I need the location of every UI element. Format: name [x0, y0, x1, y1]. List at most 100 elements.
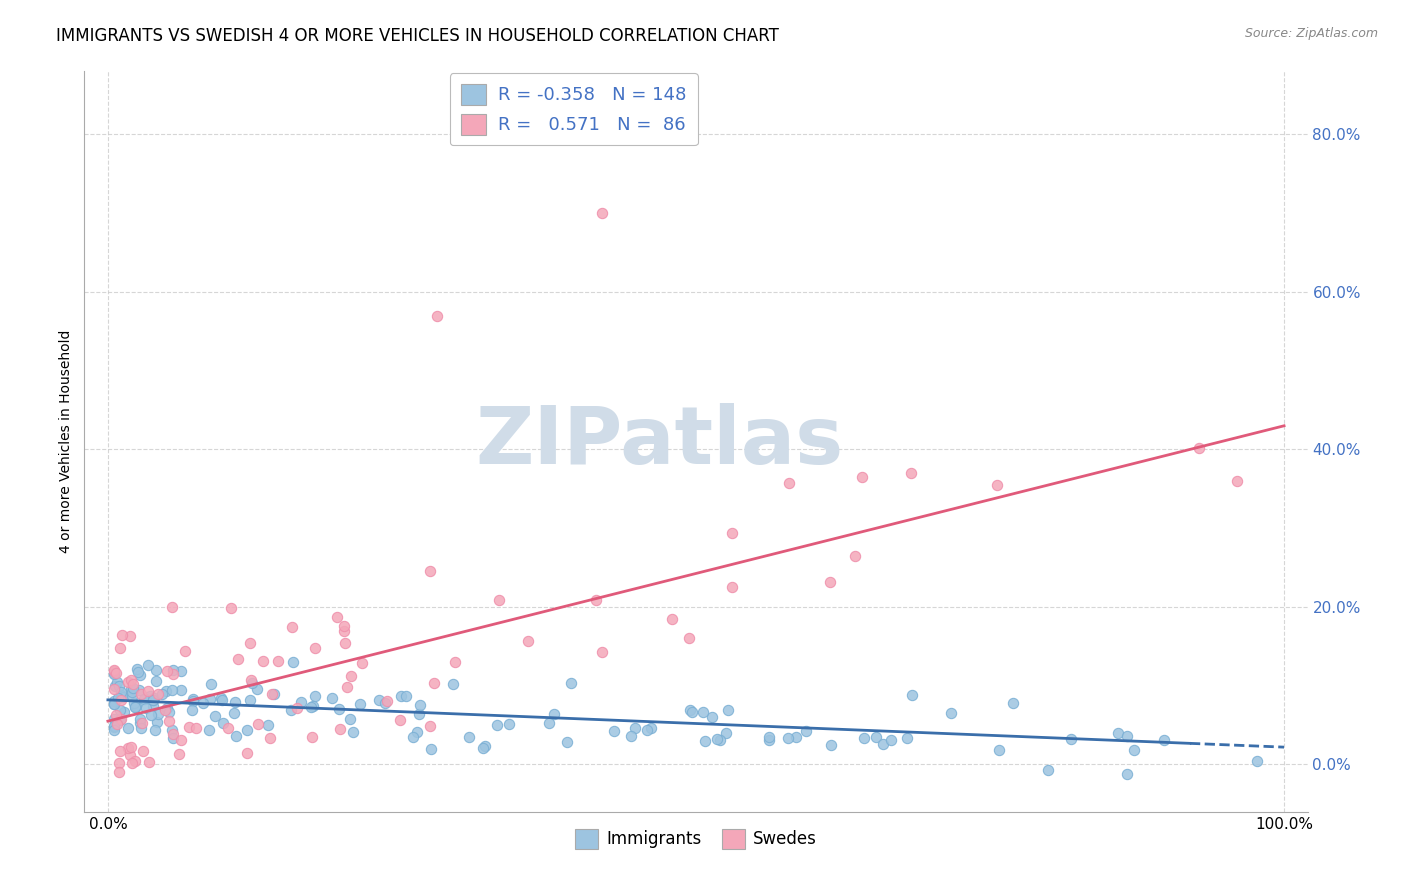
Point	[486, 718, 509, 732]
Point	[103, 693, 125, 707]
Point	[197, 723, 219, 738]
Point	[200, 677, 222, 691]
Point	[321, 691, 343, 706]
Point	[156, 700, 179, 714]
Point	[104, 666, 127, 681]
Point	[132, 692, 155, 706]
Point	[304, 640, 326, 655]
Point	[198, 691, 221, 706]
Point	[342, 725, 364, 739]
Point	[543, 706, 565, 721]
Point	[129, 716, 152, 731]
Point	[706, 731, 728, 746]
Point	[127, 665, 149, 680]
Point	[267, 654, 290, 668]
Point	[472, 741, 495, 756]
Point	[124, 754, 146, 768]
Point	[107, 756, 129, 771]
Point	[131, 744, 153, 758]
Point	[143, 690, 166, 705]
Point	[717, 703, 740, 717]
Point	[700, 710, 723, 724]
Point	[555, 735, 578, 749]
Point	[693, 733, 716, 747]
Point	[1060, 732, 1083, 747]
Point	[121, 756, 143, 770]
Point	[395, 689, 418, 703]
Point	[537, 715, 560, 730]
Point	[180, 703, 202, 717]
Point	[103, 663, 125, 677]
Point	[222, 706, 245, 720]
Point	[240, 676, 263, 690]
Point	[211, 692, 233, 706]
Point	[1115, 729, 1137, 743]
Point	[409, 698, 432, 713]
Point	[420, 742, 443, 756]
Point	[259, 731, 281, 745]
Point	[900, 466, 922, 480]
Point	[145, 674, 167, 689]
Point	[160, 682, 183, 697]
Point	[142, 693, 165, 707]
Point	[778, 476, 800, 491]
Point	[110, 685, 132, 699]
Point	[423, 676, 446, 690]
Point	[136, 658, 159, 673]
Point	[139, 707, 162, 722]
Point	[117, 674, 139, 689]
Point	[339, 712, 361, 726]
Point	[121, 681, 143, 696]
Point	[619, 729, 641, 743]
Point	[122, 697, 145, 711]
Point	[112, 690, 135, 704]
Point	[304, 689, 326, 703]
Point	[352, 656, 374, 670]
Point	[103, 667, 125, 681]
Point	[332, 624, 354, 638]
Point	[110, 692, 132, 706]
Point	[134, 691, 156, 706]
Point	[678, 631, 700, 645]
Point	[1116, 766, 1139, 780]
Point	[283, 655, 305, 669]
Point	[103, 666, 125, 681]
Point	[204, 709, 226, 723]
Point	[136, 684, 159, 698]
Point	[299, 699, 322, 714]
Point	[374, 696, 396, 710]
Point	[125, 699, 148, 714]
Point	[131, 715, 153, 730]
Point	[170, 683, 193, 698]
Point	[517, 633, 540, 648]
Point	[103, 664, 125, 678]
Point	[1123, 743, 1146, 757]
Point	[640, 721, 662, 735]
Text: Source: ZipAtlas.com: Source: ZipAtlas.com	[1244, 27, 1378, 40]
Point	[111, 628, 134, 642]
Point	[405, 724, 427, 739]
Point	[661, 612, 683, 626]
Point	[160, 723, 183, 737]
Point	[103, 682, 125, 697]
Point	[181, 692, 204, 706]
Point	[901, 688, 924, 702]
Point	[226, 652, 249, 666]
Point	[488, 592, 510, 607]
Point	[880, 733, 903, 747]
Point	[721, 526, 744, 541]
Point	[104, 679, 127, 693]
Point	[122, 683, 145, 698]
Point	[103, 719, 125, 733]
Point	[181, 694, 204, 708]
Point	[349, 698, 371, 712]
Point	[186, 722, 208, 736]
Point	[778, 731, 800, 745]
Point	[326, 610, 349, 624]
Point	[191, 696, 214, 710]
Point	[120, 673, 142, 687]
Point	[128, 712, 150, 726]
Point	[851, 470, 873, 484]
Point	[128, 683, 150, 698]
Point	[110, 712, 132, 726]
